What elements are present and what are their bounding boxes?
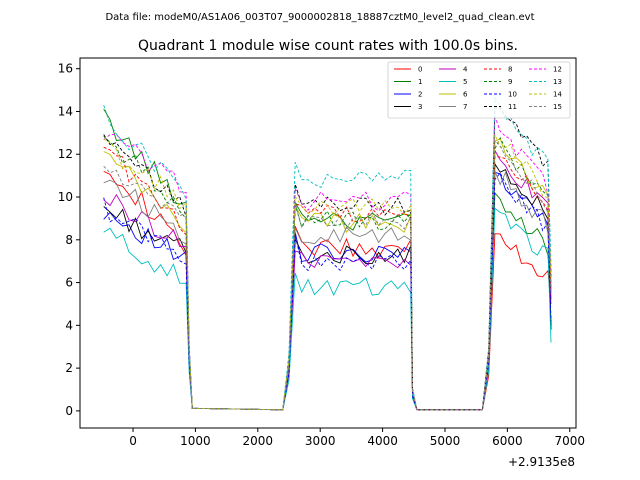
- legend-label-13: 13: [553, 78, 562, 86]
- series-line-7: [103, 170, 552, 411]
- y-tick-label: 12: [58, 147, 73, 161]
- legend-label-7: 7: [463, 103, 467, 111]
- series-layer: [103, 96, 552, 411]
- y-tick-label: 4: [65, 318, 73, 332]
- x-offset-label: +2.9135e8: [508, 455, 575, 469]
- chart-suptitle: Data file: modeM0/AS1A06_003T07_90000028…: [105, 12, 534, 23]
- series-line-3: [103, 162, 552, 411]
- y-axis: 0 2 4 6 8 10 12 14 16: [58, 62, 80, 418]
- x-tick-label: 4000: [367, 434, 398, 448]
- legend-label-5: 5: [463, 78, 467, 86]
- legend-label-9: 9: [508, 78, 512, 86]
- y-tick-label: 14: [58, 104, 73, 118]
- legend-label-3: 3: [418, 103, 422, 111]
- series-line-1: [103, 108, 552, 411]
- legend-label-1: 1: [418, 78, 422, 86]
- x-axis: 0 1000 2000 3000 4000 5000 6000 7000: [129, 428, 585, 448]
- series-line-9: [103, 135, 552, 411]
- legend-label-15: 15: [553, 103, 562, 111]
- y-tick-label: 6: [65, 276, 73, 290]
- series-line-10: [103, 172, 552, 411]
- series-line-5: [103, 207, 552, 411]
- y-tick-label: 16: [58, 62, 73, 76]
- x-tick-label: 5000: [430, 434, 461, 448]
- series-line-14: [103, 134, 552, 411]
- x-tick-label: 0: [129, 434, 137, 448]
- series-line-2: [103, 171, 552, 411]
- y-tick-label: 0: [65, 404, 73, 418]
- y-tick-label: 2: [65, 361, 73, 375]
- legend-label-2: 2: [418, 91, 422, 99]
- legend-label-11: 11: [508, 103, 517, 111]
- x-tick-label: 1000: [180, 434, 211, 448]
- x-tick-label: 6000: [492, 434, 523, 448]
- legend-label-12: 12: [553, 66, 562, 74]
- plot-frame: [79, 57, 577, 429]
- series-line-8: [103, 146, 552, 411]
- x-tick-label: 3000: [305, 434, 336, 448]
- legend-label-0: 0: [418, 66, 422, 74]
- legend-label-14: 14: [553, 91, 562, 99]
- x-tick-label: 7000: [554, 434, 585, 448]
- series-line-0: [103, 170, 552, 411]
- series-line-15: [103, 139, 552, 411]
- x-tick-label: 2000: [243, 434, 274, 448]
- chart-title: Quadrant 1 module wise count rates with …: [138, 38, 518, 54]
- legend-label-10: 10: [508, 91, 517, 99]
- series-line-13: [103, 96, 552, 411]
- y-tick-label: 8: [65, 233, 73, 247]
- series-line-11: [103, 107, 552, 411]
- legend-label-4: 4: [463, 66, 468, 74]
- y-tick-label: 10: [58, 190, 73, 204]
- legend-label-8: 8: [508, 66, 512, 74]
- series-line-12: [103, 116, 552, 411]
- legend-label-6: 6: [463, 91, 468, 99]
